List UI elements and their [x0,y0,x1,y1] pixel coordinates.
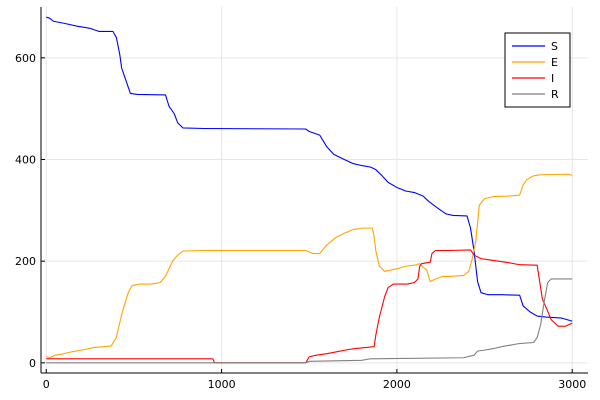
y-tick-label: 200 [15,255,36,268]
y-tick-label: 400 [15,154,36,167]
legend-label-r: R [551,88,559,101]
axes [40,7,588,374]
series-line-i [46,249,573,364]
series-line-s [46,16,573,322]
series-line-e [46,173,573,359]
plot-lines [46,16,573,364]
x-tick-label: 2000 [383,378,411,391]
x-tick-label: 1000 [208,378,236,391]
x-tick-label: 0 [43,378,50,391]
x-axis-ticks: 0 1000 2000 3000 [43,369,586,391]
series-line-r [46,278,573,364]
y-tick-label: 0 [29,357,36,370]
legend-label-e: E [551,56,558,69]
y-tick-label: 600 [15,52,36,65]
y-axis-ticks: 0 200 400 600 [15,52,45,370]
legend-label-i: I [551,72,554,85]
legend-label-s: S [551,40,558,53]
x-tick-label: 3000 [558,378,586,391]
legend-box [504,32,571,108]
